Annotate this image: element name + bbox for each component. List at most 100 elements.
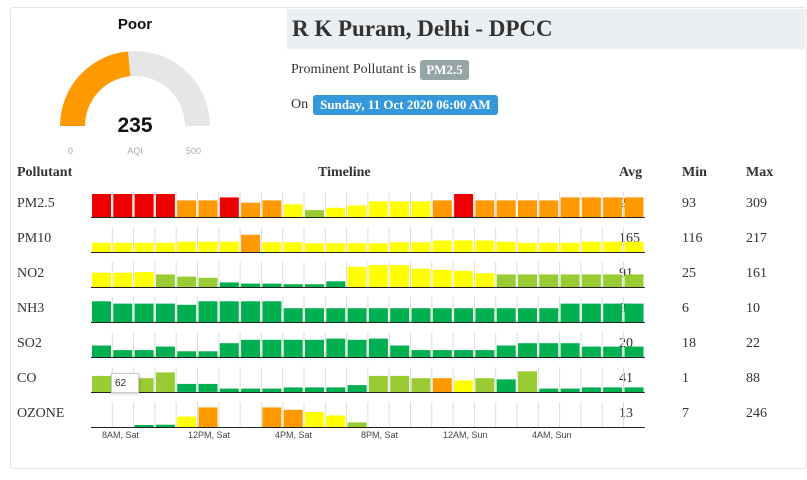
timeline-bar[interactable] — [390, 265, 410, 287]
timeline-bar[interactable] — [113, 303, 133, 322]
timeline-bar[interactable] — [539, 308, 559, 322]
timeline-bar[interactable] — [283, 409, 303, 428]
timeline-bar[interactable] — [624, 303, 644, 322]
timeline-bar[interactable] — [368, 338, 388, 357]
timeline-bar[interactable] — [624, 346, 644, 357]
timeline-bar[interactable] — [305, 387, 324, 392]
timeline-bar[interactable] — [539, 274, 559, 288]
timeline-bar[interactable] — [262, 388, 282, 392]
timeline-bar[interactable] — [326, 338, 346, 357]
timeline-bar[interactable] — [496, 274, 516, 288]
timeline-bar[interactable] — [347, 243, 367, 252]
timeline-bar[interactable] — [134, 303, 154, 322]
timeline-bar[interactable] — [603, 303, 623, 322]
timeline-bar[interactable] — [113, 350, 133, 357]
timeline-bar[interactable] — [155, 303, 175, 322]
timeline-bar[interactable] — [134, 194, 154, 217]
timeline-bar[interactable] — [603, 197, 623, 217]
timeline-bar[interactable] — [219, 388, 239, 392]
timeline-bar[interactable] — [454, 380, 474, 393]
timeline-bar[interactable] — [326, 243, 346, 252]
timeline-bar[interactable] — [496, 241, 516, 252]
timeline-bar[interactable] — [560, 274, 580, 288]
timeline-bar[interactable] — [177, 304, 197, 323]
timeline-bar[interactable] — [603, 241, 623, 252]
timeline-bar[interactable] — [390, 308, 410, 322]
timeline-bar[interactable] — [305, 308, 324, 322]
timeline-bar[interactable] — [581, 274, 601, 288]
timeline-bar[interactable] — [262, 200, 282, 217]
timeline-bar[interactable] — [326, 415, 346, 428]
timeline-bar[interactable] — [177, 416, 197, 427]
timeline-bar[interactable] — [475, 240, 495, 253]
timeline-bar[interactable] — [155, 372, 175, 392]
timeline-bar[interactable] — [432, 350, 452, 357]
timeline-bar[interactable] — [347, 422, 367, 427]
timeline-bar[interactable] — [155, 424, 175, 427]
timeline-bar[interactable] — [305, 210, 324, 217]
timeline-bar[interactable] — [177, 241, 197, 252]
timeline-bar[interactable] — [92, 272, 111, 287]
timeline-bar[interactable] — [368, 201, 388, 217]
timeline-bar[interactable] — [411, 308, 431, 322]
timeline-bar[interactable] — [347, 308, 367, 322]
timeline-bar[interactable] — [560, 242, 580, 252]
timeline-bar[interactable] — [411, 350, 431, 357]
timeline-bar[interactable] — [539, 242, 559, 252]
timeline-bar[interactable] — [518, 343, 537, 357]
timeline-bar[interactable] — [496, 308, 516, 322]
timeline-bar[interactable] — [241, 301, 261, 322]
timeline-bar[interactable] — [134, 425, 154, 427]
timeline-bar[interactable] — [262, 301, 282, 322]
timeline-bar[interactable] — [326, 308, 346, 322]
timeline-bar[interactable] — [432, 269, 452, 288]
timeline-bar[interactable] — [241, 234, 261, 253]
timeline-bar[interactable] — [496, 379, 516, 393]
timeline-bar[interactable] — [305, 243, 324, 252]
timeline-bar[interactable] — [347, 339, 367, 358]
timeline-bar[interactable] — [326, 207, 346, 217]
timeline-bar[interactable] — [177, 276, 197, 287]
timeline-bar[interactable] — [411, 201, 431, 217]
timeline-bar[interactable] — [432, 308, 452, 322]
timeline-bar[interactable] — [496, 345, 516, 358]
timeline-bar[interactable] — [155, 242, 175, 252]
timeline-bar[interactable] — [560, 197, 580, 217]
timeline-bar[interactable] — [219, 301, 239, 322]
timeline-bar[interactable] — [134, 350, 154, 357]
timeline-bar[interactable] — [624, 197, 644, 217]
timeline-bar[interactable] — [518, 274, 537, 288]
timeline-bar[interactable] — [539, 200, 559, 217]
timeline-bar[interactable] — [219, 343, 239, 357]
timeline-bar[interactable] — [411, 242, 431, 252]
timeline-bar[interactable] — [198, 407, 218, 427]
timeline-bar[interactable] — [134, 378, 154, 392]
timeline-bar[interactable] — [155, 194, 175, 217]
timeline-bar[interactable] — [305, 339, 324, 358]
timeline-bar[interactable] — [475, 350, 495, 357]
timeline-bar[interactable] — [390, 201, 410, 217]
timeline-bar[interactable] — [454, 240, 474, 253]
timeline-bar[interactable] — [177, 200, 197, 217]
timeline-bar[interactable] — [155, 274, 175, 288]
timeline-bar[interactable] — [92, 242, 111, 252]
timeline-bar[interactable] — [603, 387, 623, 392]
timeline-bar[interactable] — [283, 242, 303, 252]
timeline-bar[interactable] — [496, 200, 516, 217]
timeline-bar[interactable] — [198, 277, 218, 287]
timeline-bar[interactable] — [390, 242, 410, 252]
timeline-bar[interactable] — [219, 282, 239, 287]
timeline-bar[interactable] — [560, 388, 580, 392]
timeline-bar[interactable] — [581, 303, 601, 322]
timeline-bar[interactable] — [475, 200, 495, 217]
timeline-bar[interactable] — [432, 240, 452, 253]
timeline-bar[interactable] — [539, 343, 559, 357]
timeline-bar[interactable] — [241, 283, 261, 287]
timeline-bar[interactable] — [581, 197, 601, 217]
timeline-bar[interactable] — [92, 194, 111, 217]
timeline-bar[interactable] — [347, 205, 367, 218]
timeline-bar[interactable] — [539, 388, 559, 392]
timeline-bar[interactable] — [283, 284, 303, 287]
timeline-bar[interactable] — [262, 407, 282, 427]
timeline-bar[interactable] — [560, 343, 580, 357]
